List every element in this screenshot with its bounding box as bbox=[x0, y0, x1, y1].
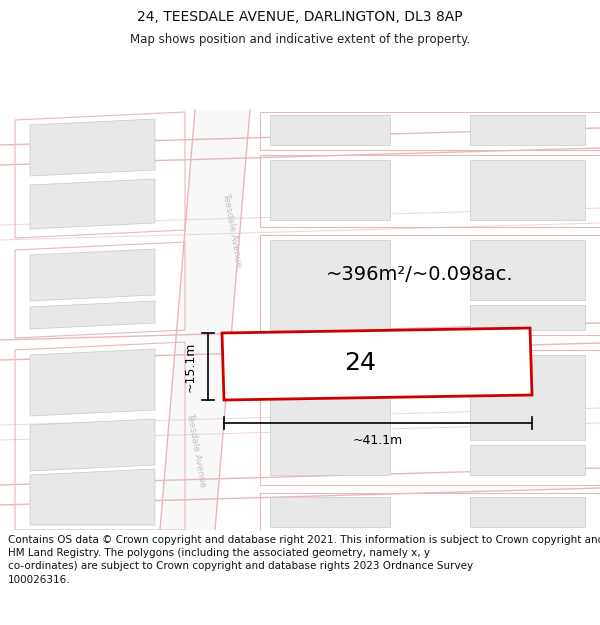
Polygon shape bbox=[470, 240, 585, 300]
Polygon shape bbox=[270, 160, 390, 220]
Polygon shape bbox=[222, 328, 532, 400]
Polygon shape bbox=[470, 160, 585, 220]
Text: ~41.1m: ~41.1m bbox=[353, 434, 403, 447]
Polygon shape bbox=[270, 115, 390, 145]
Text: 24: 24 bbox=[344, 351, 376, 375]
Polygon shape bbox=[470, 355, 585, 440]
Polygon shape bbox=[470, 115, 585, 145]
Polygon shape bbox=[470, 305, 585, 330]
Polygon shape bbox=[30, 419, 155, 471]
Polygon shape bbox=[470, 497, 585, 527]
Text: Teesdale Avenue: Teesdale Avenue bbox=[185, 412, 207, 488]
Text: ~396m²/~0.098ac.: ~396m²/~0.098ac. bbox=[326, 266, 514, 284]
Text: Map shows position and indicative extent of the property.: Map shows position and indicative extent… bbox=[130, 32, 470, 46]
Polygon shape bbox=[30, 301, 155, 329]
Polygon shape bbox=[270, 240, 390, 330]
Polygon shape bbox=[470, 445, 585, 475]
Text: ~15.1m: ~15.1m bbox=[184, 341, 197, 392]
Polygon shape bbox=[270, 497, 390, 527]
Text: Teesdale Avenue: Teesdale Avenue bbox=[221, 192, 243, 268]
Polygon shape bbox=[30, 249, 155, 301]
Polygon shape bbox=[30, 349, 155, 416]
Polygon shape bbox=[30, 119, 155, 176]
Polygon shape bbox=[160, 110, 250, 530]
Text: Contains OS data © Crown copyright and database right 2021. This information is : Contains OS data © Crown copyright and d… bbox=[8, 535, 600, 584]
Polygon shape bbox=[270, 355, 390, 475]
Polygon shape bbox=[30, 469, 155, 525]
Text: 24, TEESDALE AVENUE, DARLINGTON, DL3 8AP: 24, TEESDALE AVENUE, DARLINGTON, DL3 8AP bbox=[137, 10, 463, 24]
Polygon shape bbox=[30, 179, 155, 229]
